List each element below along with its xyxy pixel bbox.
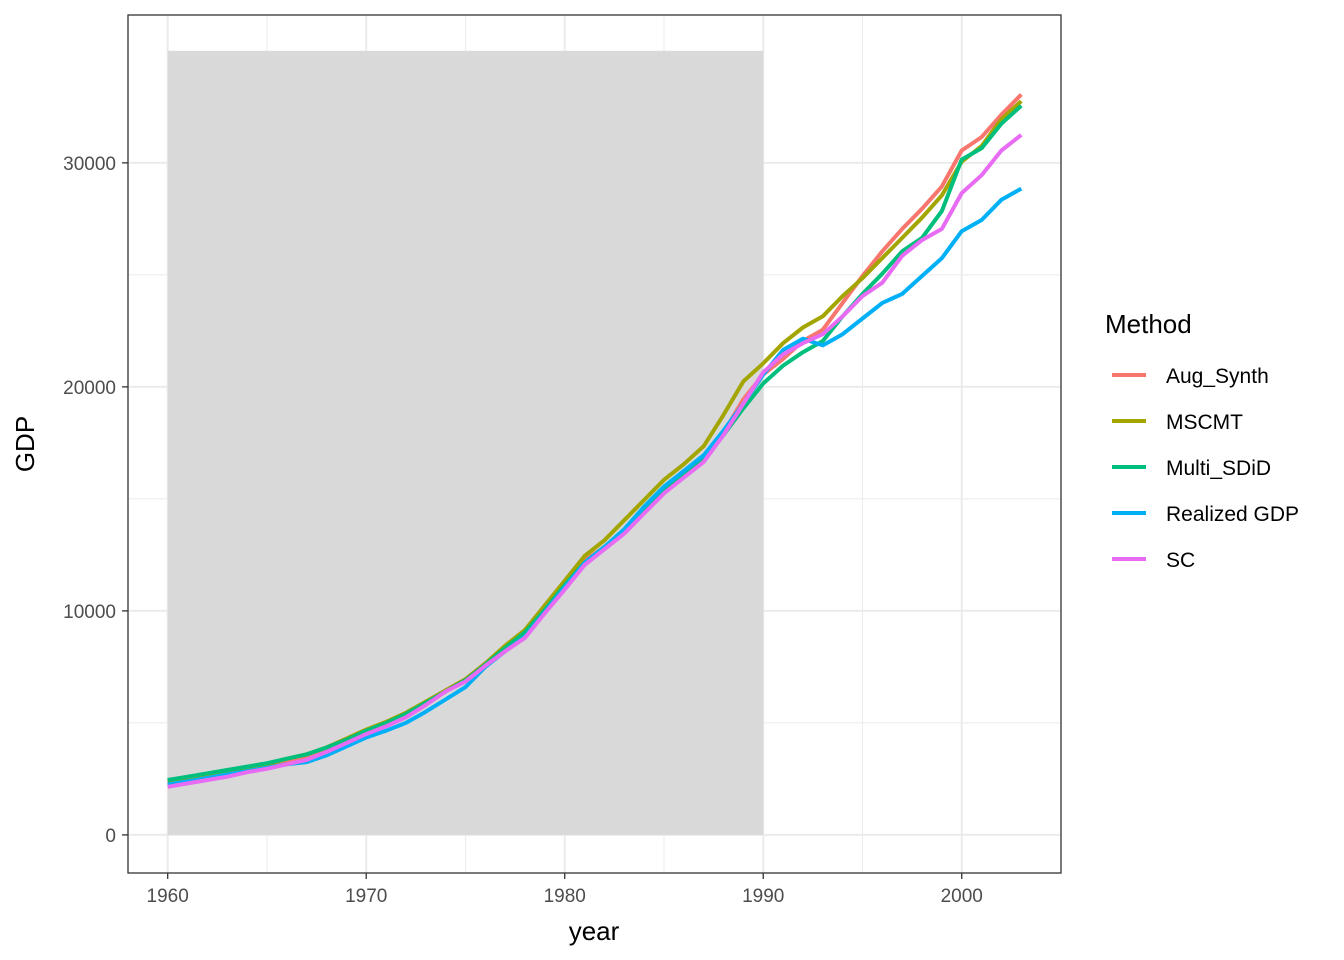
legend-label-sc: SC: [1166, 549, 1195, 572]
y-tick-label: 0: [105, 826, 116, 847]
legend-label-realized-gdp: Realized GDP: [1166, 503, 1299, 526]
pre-treatment-shaded-region: [167, 50, 764, 835]
x-tick-label: 1960: [147, 886, 189, 907]
x-axis-title: year: [569, 916, 620, 946]
x-tick-label: 1990: [742, 886, 784, 907]
x-tick-label: 1980: [544, 886, 586, 907]
y-tick-label: 20000: [63, 378, 116, 399]
legend-label-multi-sdid: Multi_SDiD: [1166, 457, 1271, 480]
y-axis: 0 10000 20000 30000: [63, 154, 128, 847]
x-axis: 1960 1970 1980 1990 2000: [147, 873, 983, 907]
x-tick-label: 2000: [941, 886, 983, 907]
y-axis-title: GDP: [10, 416, 40, 472]
legend-title: Method: [1105, 309, 1192, 339]
shaded-region-rect: [167, 50, 764, 835]
y-tick-label: 10000: [63, 602, 116, 623]
legend-label-mscmt: MSCMT: [1166, 411, 1243, 434]
legend: Method Aug_Synth MSCMT Multi_SDiD Realized …: [1105, 309, 1299, 572]
series-line-sc: [167, 133, 1023, 789]
legend-label-aug-synth: Aug_Synth: [1166, 365, 1269, 388]
y-tick-label: 30000: [63, 154, 116, 175]
plot-panel-border: [127, 14, 1062, 874]
x-tick-label: 1970: [345, 886, 387, 907]
series-lines: [167, 93, 1023, 789]
